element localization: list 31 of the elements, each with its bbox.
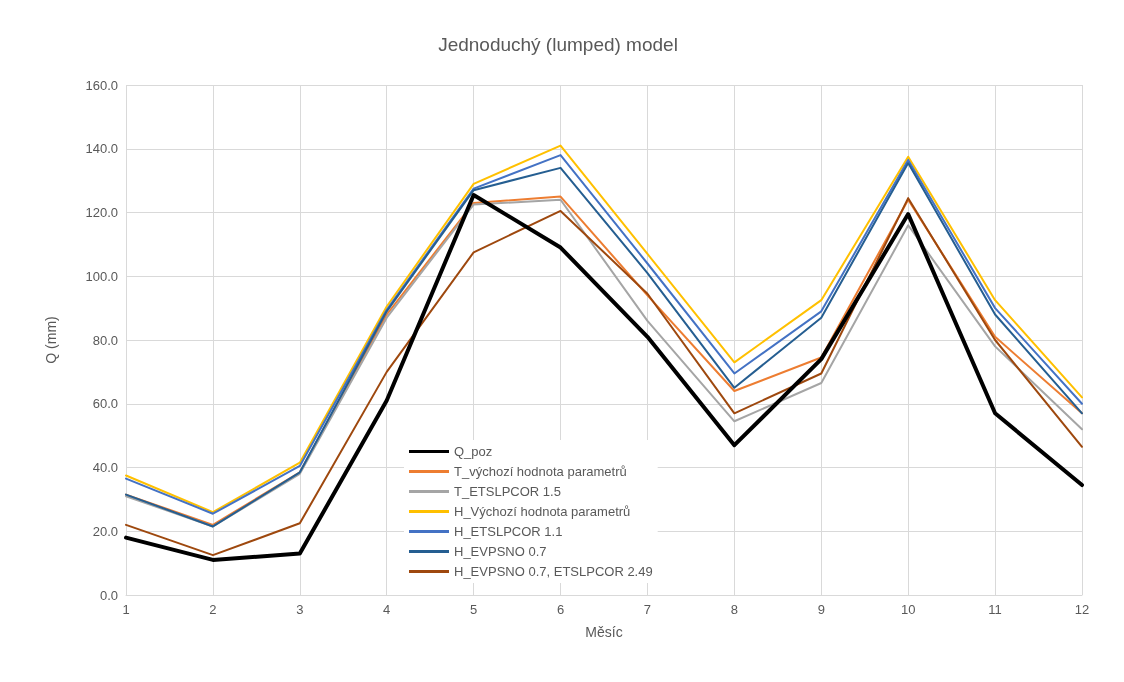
legend-label: T_ETSLPCOR 1.5 (454, 484, 561, 499)
x-tick-label: 12 (1074, 602, 1090, 617)
x-tick-label: 7 (643, 602, 652, 617)
y-tick-label: 20.0 (92, 523, 118, 539)
y-tick-label: 160.0 (85, 77, 118, 93)
legend-label: T_výchozí hodnota parametrů (454, 464, 627, 479)
x-tick-label: 11 (988, 602, 1002, 617)
y-axis-title: Q (mm) (43, 316, 59, 364)
y-tick-label: 80.0 (92, 332, 118, 348)
x-axis-title: Měsíc (585, 624, 623, 640)
x-tick-label: 1 (122, 602, 130, 617)
x-tick-label: 2 (209, 602, 217, 617)
y-tick-label: 100.0 (85, 268, 118, 284)
legend-label: H_EVPSNO 0.7, ETSLPCOR 2.49 (454, 564, 653, 579)
x-tick-label: 10 (900, 602, 916, 617)
x-tick-label: 3 (296, 602, 304, 617)
chart-title: Jednoduchý (lumped) model (438, 34, 678, 55)
legend-label: H_ETSLPCOR 1.1 (454, 524, 563, 539)
y-tick-label: 40.0 (92, 460, 118, 475)
x-tick-label: 9 (817, 602, 825, 617)
x-tick-label: 8 (730, 602, 738, 617)
y-tick-label: 0.0 (99, 587, 118, 603)
x-tick-label: 5 (470, 602, 478, 617)
y-tick-label: 140.0 (85, 141, 118, 157)
x-tick-label: 6 (556, 602, 565, 617)
y-tick-label: 120.0 (85, 205, 118, 220)
y-tick-label: 60.0 (92, 396, 118, 412)
x-tick-label: 4 (383, 602, 391, 617)
legend-label: H_EVPSNO 0.7 (454, 544, 547, 559)
legend-label: H_Výchozí hodnota parametrů (454, 504, 631, 519)
legend-label: Q_poz (454, 444, 493, 459)
